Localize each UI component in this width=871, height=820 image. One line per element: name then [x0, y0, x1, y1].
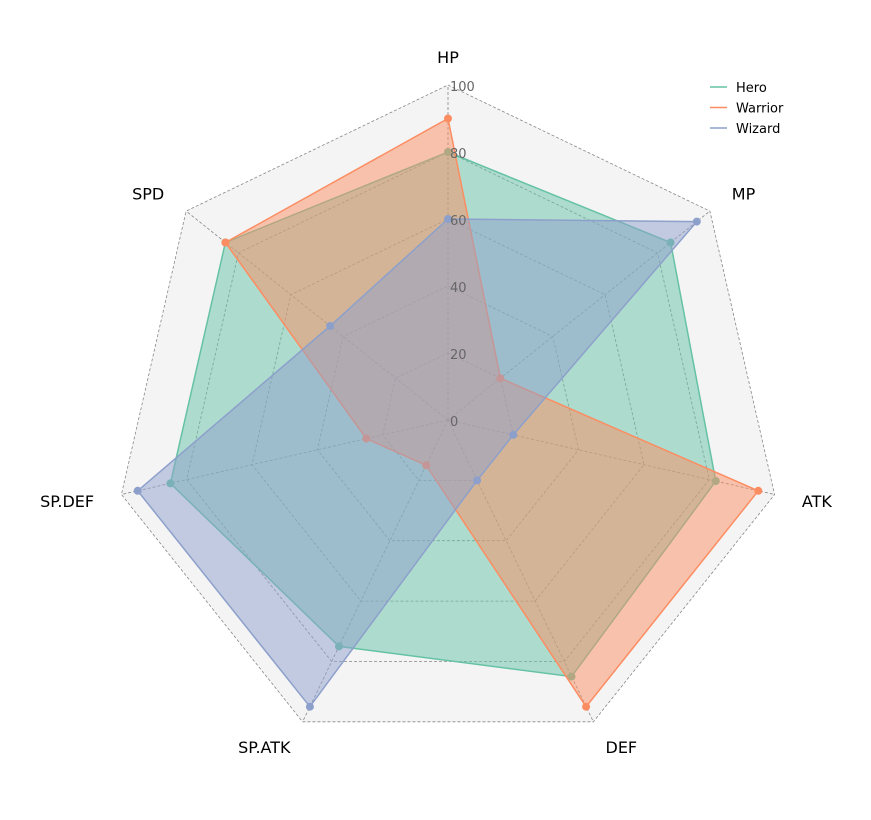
axis-label-hp: HP [437, 48, 459, 67]
axis-label-mp: MP [732, 185, 756, 204]
series-point [133, 486, 142, 495]
legend-label: Wizard [736, 122, 780, 137]
series-wizard [133, 215, 701, 711]
tick-label: 40 [450, 281, 467, 296]
tick-label: 100 [450, 80, 475, 95]
legend: Hero Warrior Wizard [710, 81, 784, 137]
axis-label-spatk: SP.ATK [238, 738, 291, 757]
axis-label-atk: ATK [802, 492, 832, 511]
series-point [221, 238, 230, 247]
series-point [692, 217, 701, 226]
series-point [444, 114, 452, 123]
legend-label: Hero [736, 81, 767, 96]
series-area [137, 219, 697, 707]
series-point [473, 476, 482, 485]
legend-label: Warrior [736, 102, 784, 117]
tick-label: 20 [450, 348, 467, 363]
axis-label-spdef: SP.DEF [40, 492, 94, 511]
tick-label: 80 [450, 147, 467, 162]
axis-label-spd: SPD [132, 185, 164, 204]
series-point [582, 702, 591, 711]
axis-labels: HP MP ATK DEF SP.ATK SP.DEF SPD [40, 48, 832, 757]
axis-label-def: DEF [606, 738, 638, 757]
series-line [136, 218, 699, 708]
series-point [754, 486, 763, 495]
tick-label: 0 [450, 415, 458, 430]
grid-ring [120, 84, 776, 723]
series-point [509, 430, 518, 439]
chart-series [133, 114, 763, 711]
series-point [305, 702, 314, 711]
series-line [169, 151, 717, 678]
series-point [326, 322, 335, 330]
tick-label: 60 [450, 214, 467, 229]
series-point [444, 215, 452, 223]
radial-ticks: 0 20 40 60 80 100 [450, 80, 475, 430]
